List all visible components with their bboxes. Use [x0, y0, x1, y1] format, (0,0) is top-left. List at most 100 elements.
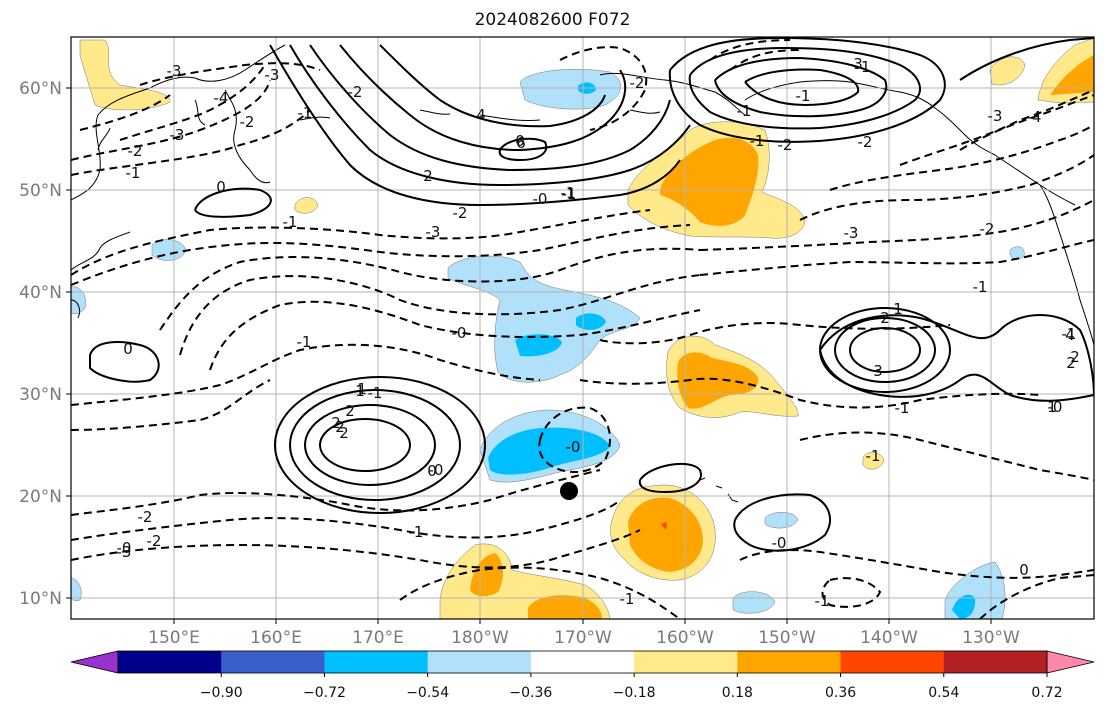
contour-label: -2 — [630, 74, 645, 92]
contour-label: -1 — [796, 87, 811, 105]
contour-label: 3 — [853, 55, 863, 73]
lat-label-40n: 40°N — [19, 283, 62, 303]
neg-contour-8 — [179, 274, 701, 356]
contour-label: 2 — [345, 402, 355, 420]
contour-label: -1 — [973, 278, 988, 296]
shade-region-small-yellow-2 — [862, 452, 885, 470]
shade-region-small-yellow — [294, 197, 319, 214]
contour-label: -1 — [750, 132, 765, 150]
contour-label: 4 — [1065, 326, 1075, 344]
lon-label-170w: 170°W — [554, 628, 612, 648]
pos-contour-center-2 — [289, 389, 461, 501]
contour-label: -0 — [1048, 398, 1063, 416]
contour-label: 0 — [216, 178, 226, 196]
colorbar-bin — [737, 651, 842, 673]
neg-contour-3 — [119, 64, 266, 141]
contour-label: -1 — [895, 399, 910, 417]
shade-region-sw-edge-blue — [71, 577, 82, 602]
shade-region-west-edge-blue — [71, 286, 86, 315]
lon-label-180w: 180°W — [451, 628, 509, 648]
graticule — [71, 37, 1094, 619]
coast-aleutians — [299, 109, 661, 121]
contour-label: 0 — [427, 462, 437, 480]
contour-label: 0 — [1019, 561, 1029, 579]
colorbar-bin — [840, 651, 945, 673]
contour-label: -1 — [562, 185, 577, 203]
neg-contour-10 — [71, 343, 541, 406]
contour-label: -1 — [298, 104, 313, 122]
neg-contour-29 — [559, 46, 648, 131]
lat-label-50n: 50°N — [19, 181, 62, 201]
colorbar-extend-low — [70, 650, 119, 674]
neg-contour-14 — [71, 529, 641, 569]
contour-label: -0 — [117, 539, 132, 557]
neg-contour-27 — [399, 566, 681, 619]
neg-contour-21 — [829, 124, 1094, 191]
neg-contour-26 — [821, 577, 882, 608]
pos-contour-ne-2 — [834, 317, 936, 383]
pos-contour-north-3 — [309, 44, 671, 172]
lon-label-170e: 170°E — [352, 628, 404, 648]
colorbar-bin — [118, 651, 222, 673]
contour-label: -3 — [265, 66, 280, 84]
shade-region-se-cyan — [952, 594, 976, 619]
shade-region-ne-orange — [1050, 55, 1094, 95]
lon-label-150e: 150°E — [148, 628, 200, 648]
neg-contour-2 — [71, 79, 271, 161]
shade-region-ne-yellow-2 — [989, 56, 1026, 86]
colorbar-tick-label: 0.36 — [825, 685, 856, 701]
pos-contour-w-2 — [89, 341, 160, 383]
colorbar-bin — [221, 651, 325, 673]
coast-north-america — [1039, 184, 1094, 346]
colorbar-bin — [530, 651, 635, 673]
contour-label: -1 — [409, 523, 424, 541]
shade-region-central-orange — [677, 352, 759, 409]
pos-contour-north-1 — [269, 44, 681, 207]
contour-label: -3 — [167, 62, 182, 80]
contour-label: -0 — [772, 534, 787, 552]
contour-label: 3 — [873, 362, 883, 380]
contour-label: -2 — [240, 113, 255, 131]
colorbar-tick-label: −0.72 — [303, 685, 346, 701]
colorbar-tick-label: 0.54 — [928, 685, 959, 701]
pos-contour-alaska-2 — [688, 46, 921, 130]
contour-label: -2 — [858, 133, 873, 151]
pos-contour-north-5 — [379, 44, 606, 128]
map-title: 2024082600 F072 — [474, 10, 631, 30]
contour-label: -3 — [988, 107, 1003, 125]
contour-label: -4 — [214, 89, 229, 107]
lon-label-140w: 140°W — [860, 628, 918, 648]
pos-contour-alaska-3 — [714, 56, 888, 118]
shade-region-small-blue-2 — [764, 512, 799, 529]
colorbar-frame — [117, 650, 1048, 674]
contour-label: 1 — [357, 380, 367, 398]
shaded-anomaly-fields — [71, 37, 1094, 619]
contour-label: -0 — [452, 324, 467, 342]
contour-label: -2 — [128, 142, 143, 160]
neg-contour-4 — [139, 62, 321, 86]
pos-contour-north-6 — [498, 137, 548, 162]
lat-label-10n: 10°N — [19, 589, 62, 609]
contour-label: 1 — [355, 382, 365, 400]
contour-label: 2 — [423, 167, 433, 185]
contour-label: -2 — [348, 83, 363, 101]
pos-contour-center-3 — [304, 404, 436, 486]
contour-label: -2 — [138, 508, 153, 526]
neg-contour-30 — [709, 39, 801, 71]
colorbar-bin — [943, 651, 1048, 673]
shade-region-central-cyan-1 — [515, 334, 562, 357]
neg-contour-22 — [899, 89, 1094, 166]
colorbar-bin — [324, 651, 429, 673]
contour-label: -3 — [844, 224, 859, 242]
lat-label-60n: 60°N — [19, 79, 62, 99]
shade-region-small-blue-4 — [1009, 246, 1025, 260]
lon-axis: 150°E 160°E 170°E 180°W 170°W 160°W 150°… — [148, 619, 1020, 648]
contour-label: 2 — [331, 414, 341, 432]
colorbar-bin — [427, 651, 532, 673]
neg-contour-20 — [799, 154, 1094, 221]
contour-label: 2 — [339, 424, 349, 442]
lat-label-30n: 30°N — [19, 385, 62, 405]
contour-label: -1 — [856, 58, 871, 76]
contour-label: -3 — [426, 223, 441, 241]
